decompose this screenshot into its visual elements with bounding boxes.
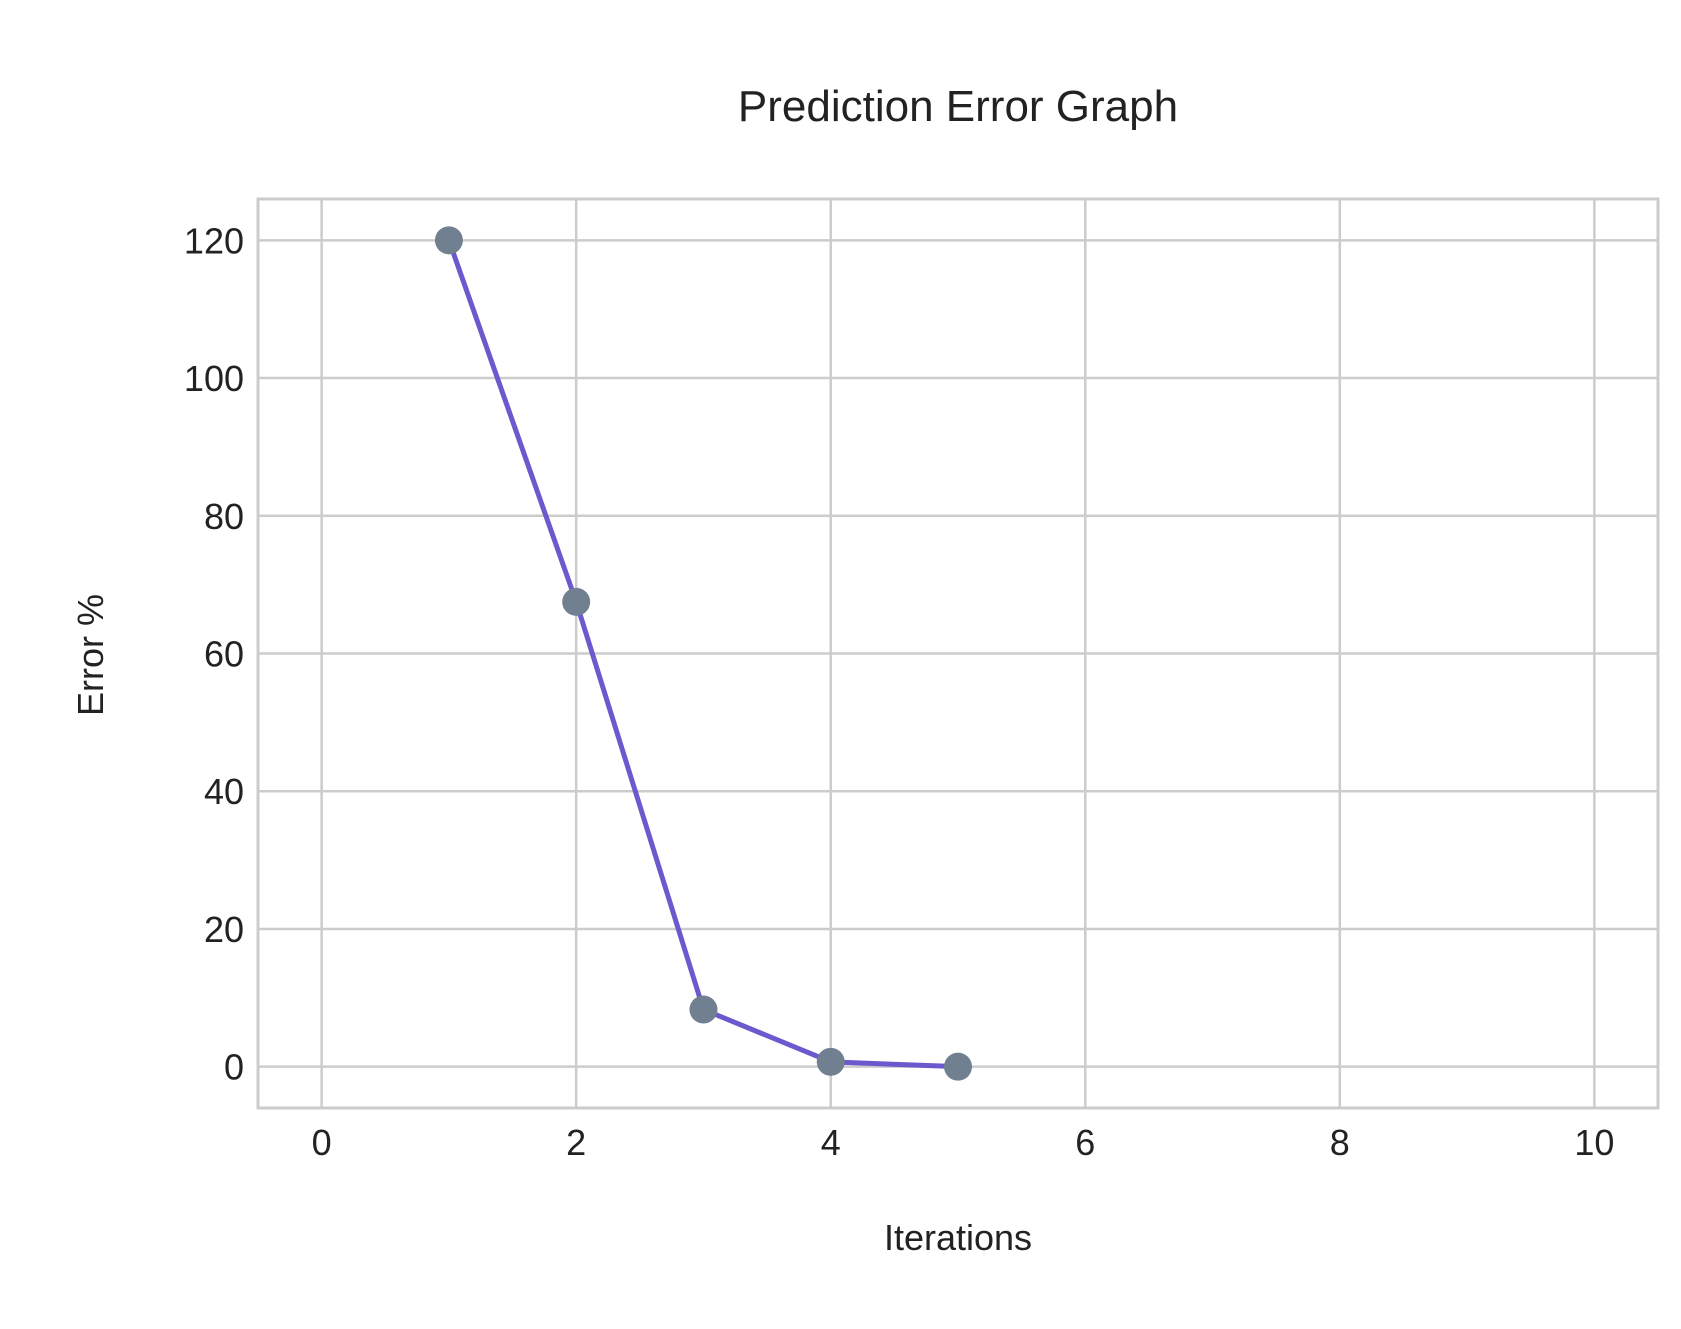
data-point-marker [944, 1052, 972, 1081]
plot-frame [256, 197, 1660, 1110]
data-point-marker [816, 1047, 845, 1076]
x-tick-label: 10 [1574, 1122, 1614, 1163]
data-point-marker [689, 995, 718, 1024]
x-tick-label: 4 [821, 1122, 841, 1163]
chart-title: Prediction Error Graph [738, 82, 1178, 131]
y-tick-label: 80 [204, 496, 244, 537]
y-tick-label: 60 [204, 634, 244, 675]
x-tick-label: 8 [1330, 1122, 1350, 1163]
data-point-marker [562, 587, 591, 616]
x-tick-label: 2 [566, 1122, 586, 1163]
data-point-marker [434, 226, 463, 255]
y-tick-label: 0 [224, 1047, 244, 1088]
x-tick-label: 0 [312, 1122, 332, 1163]
y-tick-label: 20 [204, 909, 244, 950]
x-tick-label: 6 [1075, 1122, 1095, 1163]
grid-layer [258, 199, 1658, 1108]
y-tick-label: 40 [204, 771, 244, 812]
y-tick-label: 100 [184, 358, 244, 399]
x-axis-label: Iterations [884, 1217, 1032, 1258]
y-tick-label: 120 [184, 220, 244, 261]
y-axis-label: Error % [70, 594, 111, 716]
series-layer [434, 226, 972, 1081]
